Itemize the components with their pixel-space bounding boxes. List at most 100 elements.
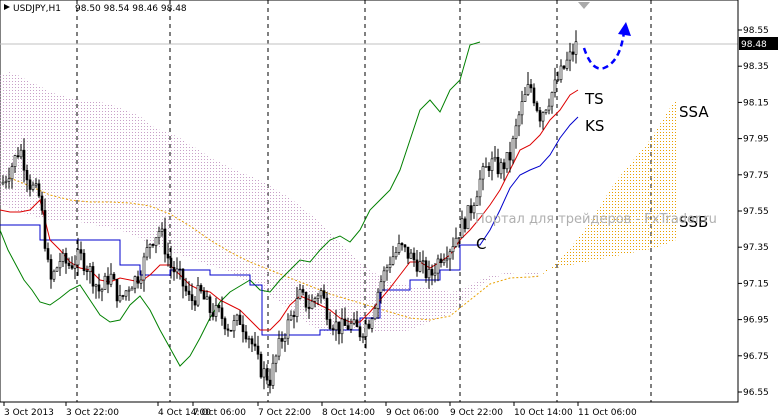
candle-body [199,285,203,292]
symbol-arrow-icon [4,4,10,10]
x-tick-label: 10 Oct 14:00 [514,408,573,418]
candle-body [25,169,29,181]
candle-body [274,355,278,364]
candle-body [520,101,524,116]
candle-body [181,268,185,287]
candle-body [490,158,494,171]
candle-body [253,343,257,347]
candle-body [568,51,572,61]
y-tick-label: 96.55 [743,388,769,398]
candle-body [187,290,191,295]
candle-body [439,258,443,264]
candle-body [346,325,350,330]
candle-body [403,244,407,248]
candle-body [487,166,491,171]
candle-body [34,183,38,186]
label-ts: TS [584,90,604,108]
candle-body [484,166,488,168]
candle-body [175,268,179,273]
candle-body [508,152,512,161]
candle-body [421,260,425,262]
x-tick-label: 7 Oct 06:00 [193,408,246,418]
x-tick-label: 3 Oct 2013 [4,408,54,418]
candle-body [436,258,440,274]
candle-body [37,183,41,197]
candle-body [205,296,209,300]
candle-body [217,305,221,309]
candle-body [361,336,365,338]
candle-body [373,308,377,320]
candle-body [82,252,86,271]
candle-body [535,102,539,111]
candle-body [262,368,266,378]
candle-body [10,166,14,180]
chart-shift-marker[interactable] [578,2,590,9]
candle-body [316,295,320,299]
candle-body [58,261,62,269]
candle-body [202,290,206,300]
candle-body [271,362,275,386]
candle-body [40,195,44,211]
candle-body [100,289,104,292]
candle-body [349,323,353,330]
candle-body [355,319,359,328]
candle-body [115,278,119,302]
y-tick-label: 97.55 [743,207,769,217]
candle-body [565,59,569,69]
y-tick-label: 97.95 [743,135,769,145]
candle-body [430,269,434,276]
candle-body [124,290,128,297]
kumo-bullish-cloud [9,100,676,321]
candle-body [157,231,161,239]
candle-body [517,114,521,127]
candle-body [22,149,26,171]
x-ticks: 3 Oct 2013 3 Oct 22:00 4 Oct 14:007 Oct 06… [3,402,637,418]
candle-body [265,368,269,381]
candle-body [103,275,107,290]
candle-body [328,319,332,329]
candle-body [61,252,65,262]
candle-body [562,65,566,69]
candle-body [109,273,113,285]
x-tick-label: 3 Oct 22:00 [66,408,119,418]
candle-body [238,314,242,325]
candle-body [313,298,317,302]
y-tick-label: 98.15 [743,98,769,108]
y-tick-label: 97.35 [743,243,769,253]
candle-body [544,109,548,113]
x-tick-label: 8 Oct 14:00 [322,408,375,418]
candle-body [208,296,212,313]
candle-body [259,353,263,378]
candle-body [97,284,101,292]
candle-body [91,266,95,287]
x-tick-label: 9 Oct 22:00 [450,408,503,418]
candle-body [169,257,173,268]
current-price-box [739,37,778,50]
y-tick-label: 97.15 [743,279,769,289]
candle-body [190,294,194,302]
candle-body [70,265,74,269]
candle-body [268,379,272,386]
candle-body [388,263,392,268]
candle-body [394,252,398,258]
forecast-arrowhead [618,22,631,36]
candle-body [250,338,254,345]
candle-body [247,338,251,340]
candle-body [292,314,296,317]
candle-body [523,94,527,102]
candle-body [310,300,314,309]
candle-body [304,291,308,308]
tenkan-sen [0,89,579,331]
candle-body [280,338,284,342]
y-tick-label: 98.55 [743,26,769,36]
candle-body [352,319,356,324]
candle-body [85,270,89,272]
candle-body [196,285,200,306]
candle-body [427,269,431,279]
candle-body [367,323,371,329]
candle-body [364,323,368,337]
candle-body [295,298,299,317]
candle-body [445,258,449,261]
candle-body [514,125,518,139]
